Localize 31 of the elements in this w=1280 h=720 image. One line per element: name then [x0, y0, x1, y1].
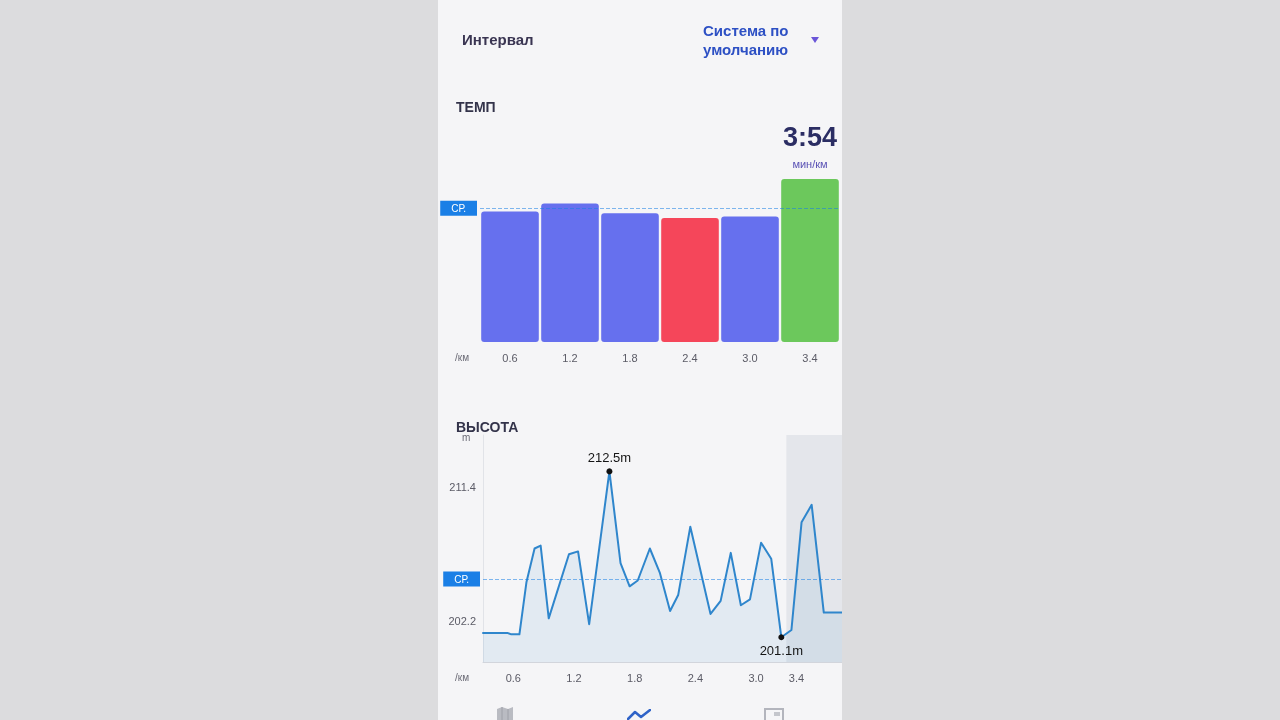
x-tick-label: 2.4 [682, 351, 698, 364]
x-axis-title: /км [455, 671, 470, 683]
text: Система по умолчанию [703, 21, 790, 59]
annotation: 201.1m [759, 643, 804, 659]
bar [781, 179, 839, 342]
bar [661, 218, 719, 342]
x-tick-label: 1.2 [566, 671, 582, 684]
bar [721, 216, 779, 342]
x-tick-label: 0.6 [505, 671, 521, 684]
text: 3:54 [782, 121, 838, 152]
x-tick-label: 3.0 [748, 671, 764, 684]
x-tick-label: 3.4 [788, 671, 805, 684]
x-tick-label: 1.8 [627, 671, 643, 684]
x-tick-label: 1.2 [562, 351, 578, 364]
y-tick-label: 211.4 [449, 481, 476, 494]
bar [541, 203, 599, 342]
chart-title: ТЕМП [456, 99, 496, 115]
ref-line-label: СР. [454, 573, 469, 585]
ref-line-label: СР. [451, 202, 466, 214]
text: Интервал [462, 31, 534, 49]
x-axis-title: /км [455, 351, 470, 363]
text: мин/км [792, 157, 828, 170]
bar [481, 211, 539, 342]
y-tick-label: 202.2 [448, 615, 476, 628]
x-tick-label: 0.6 [502, 351, 518, 364]
annotation: 212.5m [587, 450, 632, 466]
x-tick-label: 1.8 [622, 351, 638, 364]
x-tick-label: 2.4 [687, 671, 704, 684]
x-tick-label: 3.4 [802, 351, 818, 364]
bar [601, 213, 659, 342]
x-tick-label: 3.0 [742, 351, 758, 364]
